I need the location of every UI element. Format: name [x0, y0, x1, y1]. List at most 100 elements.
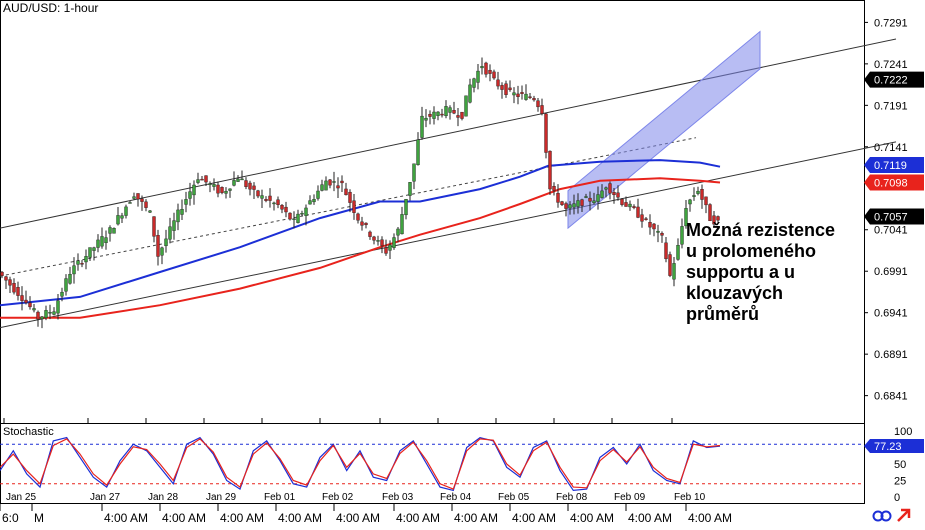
candle-body — [28, 302, 32, 308]
arrow-icon[interactable] — [897, 508, 911, 522]
candle-body — [640, 214, 644, 222]
stoch-series-line — [0, 438, 721, 490]
candle-body — [632, 206, 636, 208]
candle-body — [676, 245, 680, 260]
x-time-label: 4:00 AM — [628, 511, 672, 525]
candle-body — [360, 221, 364, 226]
candle-body — [60, 291, 64, 297]
candle-body — [700, 188, 704, 200]
candle-body — [252, 185, 256, 190]
candle-body — [492, 71, 496, 79]
candle-body — [328, 179, 332, 186]
candle-body — [396, 228, 400, 236]
candle-body — [324, 180, 328, 191]
x-time-label: 4:00 AM — [454, 511, 498, 525]
candle-body — [152, 216, 156, 237]
candle-body — [628, 203, 632, 208]
candle-body — [224, 190, 228, 194]
candle-body — [128, 202, 132, 204]
candle-body — [656, 230, 660, 233]
x-date-label: Jan 25 — [6, 492, 36, 503]
price-tag-box — [864, 174, 924, 191]
candle-body — [160, 247, 164, 256]
candle-body — [384, 247, 388, 254]
price-tag-label: 0.7098 — [874, 177, 908, 189]
candle-body — [568, 204, 572, 209]
candle-body — [620, 198, 624, 205]
price-tag-label: 0.7119 — [874, 160, 907, 172]
arrow-icon-head — [901, 508, 911, 518]
candle-body — [552, 186, 556, 191]
annotation-line: Možná rezistence — [686, 220, 835, 240]
title-background — [1, 1, 97, 15]
candle-body — [88, 247, 92, 258]
candle-body — [460, 111, 464, 119]
candle-body — [188, 191, 192, 199]
candle-body — [56, 300, 60, 314]
candle-body — [680, 226, 684, 245]
y-tick-label: 0.7191 — [874, 100, 908, 112]
candle-body — [708, 204, 712, 222]
x-date-label: Feb 04 — [440, 492, 472, 503]
y-tick-label: 0.7141 — [874, 142, 908, 154]
stoch-title-background — [1, 424, 59, 437]
candle-body — [124, 206, 128, 216]
candle-body — [68, 274, 72, 284]
candle-body — [8, 279, 12, 286]
stoch-y-tick-label: 50 — [894, 459, 906, 471]
candle-body — [536, 100, 540, 108]
x-date-label: Feb 09 — [614, 492, 646, 503]
candle-body — [644, 218, 648, 220]
candle-body — [692, 195, 696, 197]
candle-body — [16, 287, 20, 296]
candle-body — [320, 184, 324, 191]
candle-body — [24, 299, 28, 303]
x-time-label: 4:00 AM — [220, 511, 264, 525]
candle-body — [204, 175, 208, 183]
stoch-y-tick-label: 100 — [894, 426, 912, 438]
candle-body — [672, 263, 676, 280]
candle-body — [240, 178, 244, 181]
candle-body — [108, 227, 112, 234]
candle-body — [372, 236, 376, 241]
candle-body — [624, 202, 628, 207]
candle-body — [4, 276, 8, 281]
annotation-line: průměrů — [686, 304, 759, 324]
candle-body — [184, 199, 188, 205]
candle-body — [348, 191, 352, 203]
candle-body — [544, 113, 548, 153]
candle-body — [508, 87, 512, 90]
candle-body — [592, 200, 596, 204]
candle-body — [636, 206, 640, 218]
candle-body — [464, 95, 468, 117]
candle-body — [480, 66, 484, 69]
candle-body — [572, 203, 576, 208]
y-tick-label: 0.7241 — [874, 59, 908, 71]
candle-body — [352, 200, 356, 213]
candle-body — [176, 209, 180, 223]
price-tag-label: 0.7222 — [874, 75, 908, 87]
stoch-y-tick-label: 0 — [894, 492, 900, 504]
candle-body — [196, 179, 200, 183]
candle-body — [120, 215, 124, 219]
candle-body — [228, 188, 232, 191]
y-tick-label: 0.7041 — [874, 225, 908, 237]
candle-body — [660, 233, 664, 236]
candle-body — [84, 256, 88, 263]
candle-body — [200, 178, 204, 181]
candle-body — [148, 210, 152, 213]
candle-body — [596, 194, 600, 202]
candle-body — [532, 98, 536, 101]
candle-body — [344, 188, 348, 196]
candle-body — [316, 190, 320, 199]
candle-body — [284, 206, 288, 213]
link-icon[interactable] — [872, 510, 892, 522]
candle-body — [416, 139, 420, 166]
candle-body — [340, 180, 344, 184]
link-icon-ring-b — [880, 510, 892, 522]
candle-body — [336, 185, 340, 189]
candle-body — [72, 265, 76, 275]
candle-body — [392, 237, 396, 248]
